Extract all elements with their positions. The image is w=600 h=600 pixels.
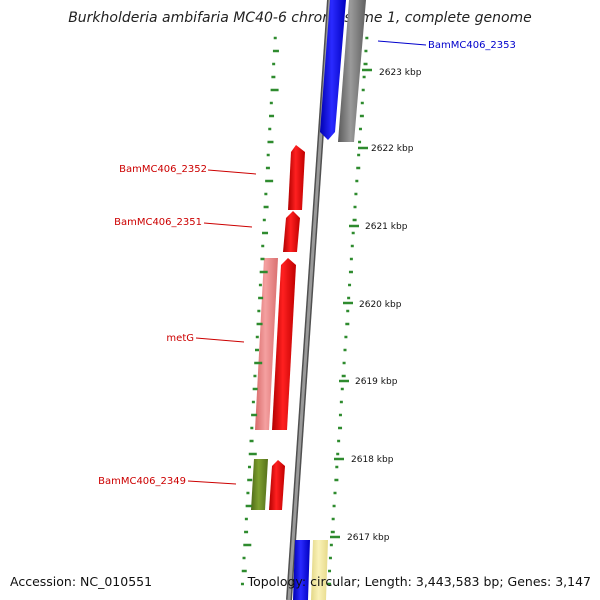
topology-text: Topology: circular; Length: 3,443,583 bp… — [247, 574, 591, 589]
gene-metg[interactable] — [272, 258, 296, 430]
tick-label-2619: 2619 kbp — [355, 377, 398, 387]
leader-bammc406-2352 — [207, 169, 257, 175]
tick-label-2617: 2617 kbp — [347, 533, 390, 543]
label-bammc406-2349[interactable]: BamMC406_2349 — [98, 476, 186, 487]
gene-bammc406-2351[interactable] — [283, 211, 300, 252]
leader-bammc406-2353 — [377, 40, 427, 46]
tick-label-2621: 2621 kbp — [365, 222, 408, 232]
gene-olive-feature[interactable] — [251, 459, 268, 510]
gene-labels: BamMC406_2353 BamMC406_2352 BamMC406_235… — [98, 40, 516, 487]
tick-label-2622: 2622 kbp — [371, 144, 414, 154]
map-title: Burkholderia ambifaria MC40-6 chromosome… — [68, 10, 532, 26]
scale-ticks: 2623 kbp 2622 kbp 2621 kbp 2620 kbp 2619… — [330, 68, 422, 543]
tick-label-2618: 2618 kbp — [351, 455, 394, 465]
label-bammc406-2353[interactable]: BamMC406_2353 — [428, 40, 516, 51]
blue-feature-bottom[interactable] — [293, 540, 310, 600]
gene-bammc406-2349[interactable] — [269, 460, 285, 510]
right-scale-track — [327, 36, 369, 586]
forward-strand-features — [251, 145, 305, 510]
label-bammc406-2351[interactable]: BamMC406_2351 — [114, 217, 202, 228]
leader-bammc406-2351 — [203, 222, 253, 228]
tick-label-2620: 2620 kbp — [359, 300, 402, 310]
gray-feature[interactable] — [338, 0, 366, 142]
gene-bammc406-2353[interactable] — [320, 0, 346, 140]
reverse-strand-features — [293, 0, 366, 600]
gene-metg-pink[interactable] — [255, 258, 278, 430]
left-gc-track — [240, 36, 279, 586]
label-bammc406-2352[interactable]: BamMC406_2352 — [119, 164, 207, 175]
leader-metg — [195, 337, 245, 343]
leader-bammc406-2349 — [187, 480, 237, 485]
label-metg[interactable]: metG — [166, 333, 194, 344]
tick-label-2623: 2623 kbp — [379, 68, 422, 78]
yellow-feature-bottom[interactable] — [311, 540, 328, 600]
accession-text: Accession: NC_010551 — [10, 574, 153, 589]
gene-bammc406-2352[interactable] — [288, 145, 305, 210]
